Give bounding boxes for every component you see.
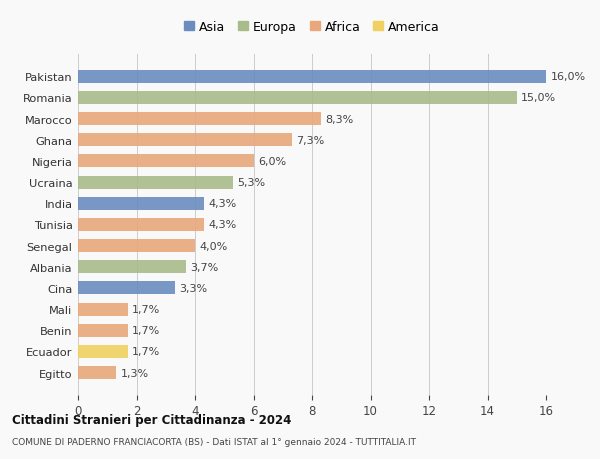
Bar (78, 324, 128, 337)
Text: 8,3%: 8,3% (325, 114, 353, 124)
Text: 7,3%: 7,3% (296, 135, 324, 146)
Bar (78, 218, 204, 231)
Bar (78, 176, 233, 189)
Bar (78, 92, 517, 105)
Text: 15,0%: 15,0% (521, 93, 556, 103)
Text: 4,3%: 4,3% (208, 199, 236, 209)
Bar (78, 113, 321, 126)
Bar (78, 282, 175, 295)
Text: 3,7%: 3,7% (191, 262, 219, 272)
Text: 1,7%: 1,7% (132, 347, 160, 357)
Text: 1,7%: 1,7% (132, 325, 160, 336)
Bar (78, 71, 546, 84)
Text: 6,0%: 6,0% (258, 157, 286, 167)
Bar (78, 197, 204, 210)
Text: 16,0%: 16,0% (550, 72, 586, 82)
Text: 1,7%: 1,7% (132, 304, 160, 314)
Bar (78, 240, 195, 252)
Text: COMUNE DI PADERNO FRANCIACORTA (BS) - Dati ISTAT al 1° gennaio 2024 - TUTTITALIA: COMUNE DI PADERNO FRANCIACORTA (BS) - Da… (12, 437, 416, 446)
Text: Cittadini Stranieri per Cittadinanza - 2024: Cittadini Stranieri per Cittadinanza - 2… (12, 413, 292, 426)
Text: 1,3%: 1,3% (121, 368, 149, 378)
Text: 4,3%: 4,3% (208, 220, 236, 230)
Text: 5,3%: 5,3% (238, 178, 266, 188)
Bar (78, 155, 254, 168)
Text: 3,3%: 3,3% (179, 283, 207, 293)
Bar (78, 345, 128, 358)
Bar (78, 303, 128, 316)
Text: 4,0%: 4,0% (199, 241, 227, 251)
Legend: Asia, Europa, Africa, America: Asia, Europa, Africa, America (181, 17, 443, 38)
Bar (78, 366, 116, 379)
Bar (78, 134, 292, 147)
Bar (78, 261, 186, 274)
